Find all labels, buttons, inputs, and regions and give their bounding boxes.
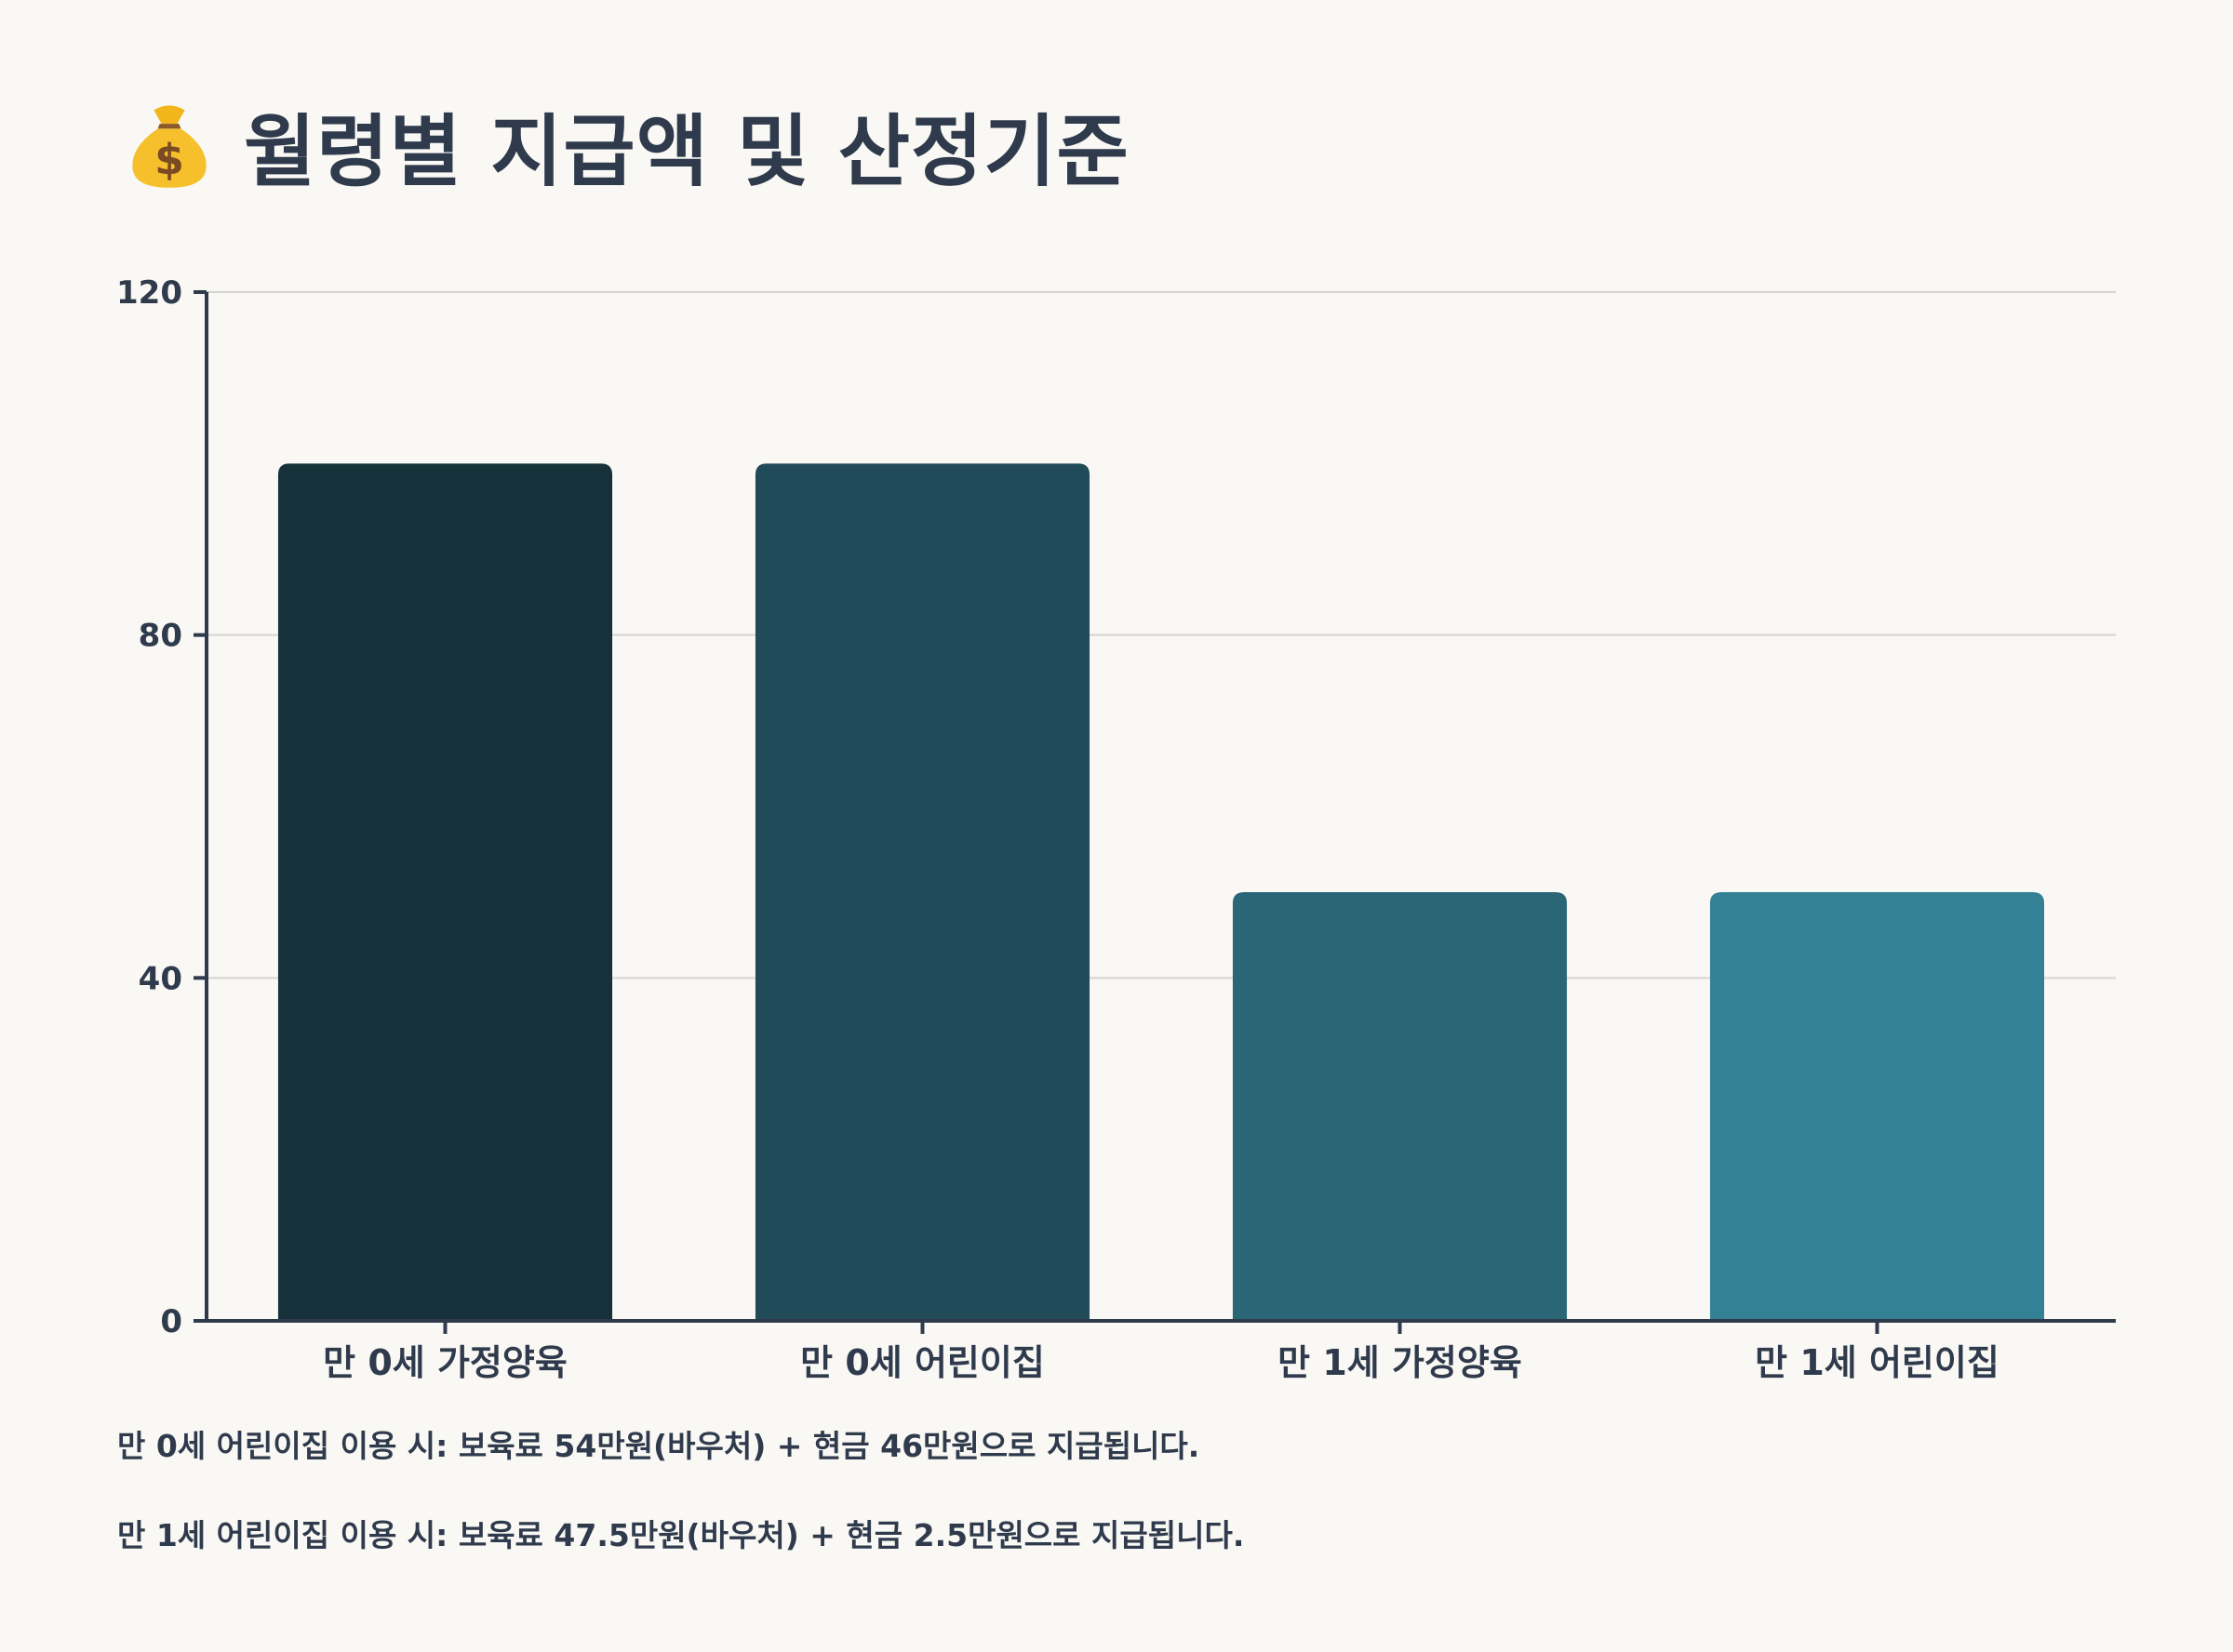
notes: 만 0세 어린이집 이용 시: 보육료 54만원(바우처) + 현금 46만원으… — [117, 1423, 2164, 1602]
page-title: $ 월령별 지급액 및 산정기준 — [121, 89, 1130, 201]
bar-2 — [755, 463, 1090, 1321]
bar-3 — [1232, 892, 1568, 1321]
bars — [277, 463, 2045, 1321]
x-tick-label: 만 1세 어린이집 — [1755, 1342, 1999, 1383]
x-tick-label: 만 0세 가정양육 — [323, 1342, 568, 1383]
svg-text:$: $ — [154, 135, 184, 184]
title-text: 월령별 지급액 및 산정기준 — [244, 105, 1130, 197]
bar-4 — [1709, 892, 2045, 1321]
axes — [194, 290, 2116, 1334]
axis-labels: 0 40 80 120 만 0세 가정양육 만 0세 어린이집 만 1세 가정양육 만 1세 … — [116, 274, 1999, 1383]
y-tick-label: 40 — [139, 960, 182, 997]
note-infant-0: 만 0세 어린이집 이용 시: 보육료 54만원(바우처) + 현금 46만원으… — [117, 1428, 1200, 1464]
note-infant-1: 만 1세 어린이집 이용 시: 보육료 47.5만원(바우처) + 현금 2.5… — [117, 1517, 1245, 1553]
y-tick-label: 80 — [139, 618, 182, 655]
x-tick-label: 만 0세 어린이집 — [800, 1342, 1045, 1383]
money-bag-icon: $ — [132, 105, 207, 188]
bar-chart: 0 40 80 120 만 0세 가정양육 만 0세 어린이집 만 1세 가정양육 만 1세 … — [116, 274, 2116, 1383]
y-tick-label: 120 — [116, 274, 182, 312]
y-tick-label: 0 — [160, 1303, 182, 1340]
bar-1 — [277, 463, 613, 1321]
x-tick-label: 만 1세 가정양육 — [1277, 1342, 1522, 1383]
